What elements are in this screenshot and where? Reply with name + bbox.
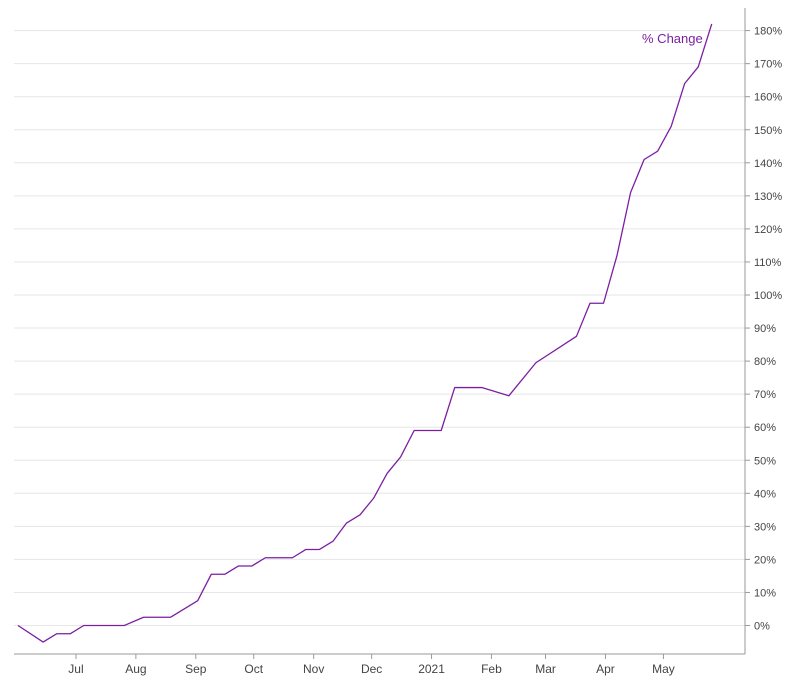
y-tick-label: 130% <box>754 191 782 203</box>
data-point <box>345 521 348 524</box>
data-point <box>16 624 19 627</box>
data-point <box>629 191 632 194</box>
data-point <box>358 513 361 516</box>
y-tick-label: 0% <box>754 621 770 633</box>
data-point <box>96 624 99 627</box>
y-tick-label: 120% <box>754 224 782 236</box>
x-tick-label: Oct <box>244 662 263 676</box>
y-tick-label: 160% <box>754 92 782 104</box>
data-point <box>453 386 456 389</box>
data-point <box>697 65 700 68</box>
data-point <box>643 158 646 161</box>
y-tick-label: 50% <box>754 455 776 467</box>
data-point <box>575 335 578 338</box>
x-tick-label: Sep <box>185 662 207 676</box>
data-point <box>223 573 226 576</box>
x-tick-label: Aug <box>125 662 146 676</box>
x-tick-label: Jul <box>68 662 83 676</box>
data-point <box>250 564 253 567</box>
y-tick-label: 60% <box>754 422 776 434</box>
data-point <box>683 82 686 85</box>
series-label: % Change <box>642 31 703 46</box>
data-point <box>615 254 618 257</box>
y-tick-label: 20% <box>754 554 776 566</box>
data-point <box>602 302 605 305</box>
data-point <box>588 302 591 305</box>
y-tick-label: 10% <box>754 587 776 599</box>
y-tick-label: 110% <box>754 257 782 269</box>
series-layer: % Change <box>16 22 713 643</box>
y-tick-label: 100% <box>754 290 782 302</box>
data-point <box>123 624 126 627</box>
data-point <box>507 394 510 397</box>
data-point <box>670 125 673 128</box>
data-point <box>440 429 443 432</box>
data-point <box>55 632 58 635</box>
y-tick-label: 180% <box>754 26 782 38</box>
x-tick-label: 2021 <box>418 662 445 676</box>
data-point <box>169 616 172 619</box>
series-line <box>17 23 713 643</box>
y-tick-label: 40% <box>754 488 776 500</box>
data-point <box>710 22 713 25</box>
data-point <box>291 556 294 559</box>
x-tick-label: Dec <box>361 662 382 676</box>
y-tick-label: 140% <box>754 158 782 170</box>
data-point <box>399 455 402 458</box>
y-tick-label: 30% <box>754 521 776 533</box>
data-point <box>264 556 267 559</box>
data-point <box>413 429 416 432</box>
data-point <box>304 548 307 551</box>
y-axis: 0% 10% 20% 30% 40% 50% 60% 70% 80% 90% 100% 110% 120… <box>744 8 782 654</box>
y-tick-label: 150% <box>754 125 782 137</box>
y-tick-label: 80% <box>754 356 776 368</box>
y-tick-label: 70% <box>754 389 776 401</box>
data-point <box>82 624 85 627</box>
x-tick-label: Mar <box>535 662 556 676</box>
data-point <box>656 150 659 153</box>
data-point <box>42 640 45 643</box>
y-tick-label: 170% <box>754 59 782 71</box>
data-point <box>385 472 388 475</box>
data-point <box>210 573 213 576</box>
data-point <box>331 540 334 543</box>
x-axis: Jul Aug Sep Oct Nov Dec 2021 Feb Mar Apr May <box>14 653 745 676</box>
gridlines <box>14 30 745 626</box>
y-tick-label: 90% <box>754 323 776 335</box>
x-tick-label: May <box>652 662 675 676</box>
x-tick-label: Nov <box>303 662 324 676</box>
data-point <box>480 386 483 389</box>
data-point <box>318 548 321 551</box>
data-point <box>372 497 375 500</box>
data-point <box>196 599 199 602</box>
data-point <box>69 632 72 635</box>
x-tick-label: Feb <box>481 662 502 676</box>
data-point <box>237 564 240 567</box>
data-point <box>142 616 145 619</box>
data-point <box>534 361 537 364</box>
x-tick-label: Apr <box>596 662 615 676</box>
